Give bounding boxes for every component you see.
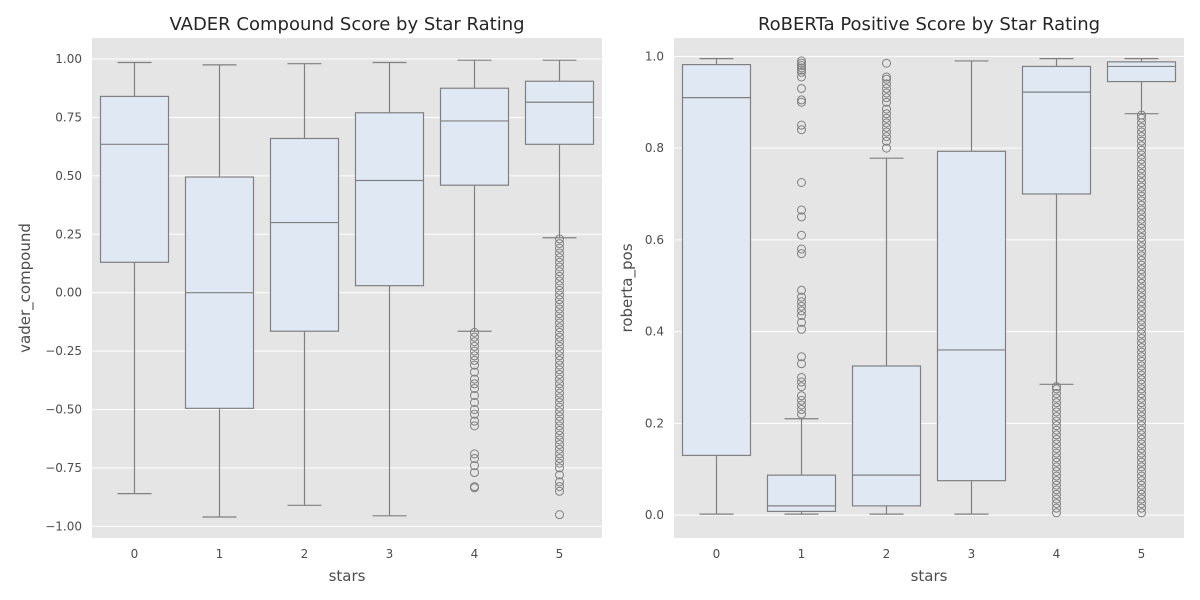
vader-y-tick-label: −1.00 <box>45 519 82 533</box>
vader-x-tick-label: 0 <box>131 547 139 561</box>
roberta-y-tick-label: 0.4 <box>645 325 664 339</box>
vader-y-tick-label: 0.75 <box>55 110 82 124</box>
roberta-y-tick-label: 1.0 <box>645 49 664 63</box>
roberta-box-0 <box>683 59 751 515</box>
roberta-y-tick-label: 0.0 <box>645 508 664 522</box>
panel-roberta: 0.0 0.2 0.4 0.6 0.8 1.0 0 1 2 3 4 5 RoBERTa Positi… <box>618 14 1184 585</box>
vader-chart-title: VADER Compound Score by Star Rating <box>169 14 524 35</box>
vader-y-tick-label: 0.50 <box>55 169 82 183</box>
panel-vader: −1.00 −0.75 −0.50 −0.25 0.00 0.25 0.50 0.75 1.00… <box>16 14 602 585</box>
roberta-x-axis-label: stars <box>911 567 948 585</box>
vader-y-tick-label: −0.25 <box>45 344 82 358</box>
vader-y-axis-label: vader_compound <box>16 223 35 353</box>
iqr-box <box>938 151 1006 480</box>
vader-y-tick-label: 0.25 <box>55 227 82 241</box>
roberta-y-ticks: 0.0 0.2 0.4 0.6 0.8 1.0 <box>645 49 664 522</box>
iqr-box <box>271 138 339 331</box>
vader-x-tick-label: 4 <box>471 547 479 561</box>
vader-x-tick-label: 3 <box>386 547 394 561</box>
roberta-y-tick-label: 0.8 <box>645 141 664 155</box>
roberta-x-tick-label: 1 <box>798 547 806 561</box>
vader-x-tick-label: 1 <box>216 547 224 561</box>
iqr-box <box>1108 62 1176 82</box>
vader-x-tick-label: 5 <box>556 547 564 561</box>
vader-y-tick-label: 1.00 <box>55 52 82 66</box>
roberta-x-tick-label: 5 <box>1138 547 1146 561</box>
roberta-x-tick-label: 0 <box>713 547 721 561</box>
iqr-box <box>101 96 169 262</box>
vader-y-tick-label: −0.50 <box>45 402 82 416</box>
vader-x-tick-label: 2 <box>301 547 309 561</box>
iqr-box <box>853 366 921 506</box>
roberta-y-axis-label: roberta_pos <box>618 243 637 332</box>
roberta-chart-title: RoBERTa Positive Score by Star Rating <box>758 14 1100 35</box>
iqr-box <box>441 88 509 185</box>
vader-y-tick-label: −0.75 <box>45 461 82 475</box>
roberta-x-tick-label: 3 <box>968 547 976 561</box>
vader-y-tick-label: 0.00 <box>55 286 82 300</box>
iqr-box <box>1023 66 1091 194</box>
iqr-box <box>356 113 424 286</box>
roberta-x-tick-label: 2 <box>883 547 891 561</box>
vader-y-ticks: −1.00 −0.75 −0.50 −0.25 0.00 0.25 0.50 0.75 1.00 <box>45 52 82 533</box>
iqr-box <box>683 65 751 456</box>
roberta-y-tick-label: 0.2 <box>645 416 664 430</box>
iqr-box <box>526 81 594 144</box>
roberta-x-ticks: 0 1 2 3 4 5 <box>713 547 1146 561</box>
roberta-x-tick-label: 4 <box>1053 547 1061 561</box>
roberta-y-tick-label: 0.6 <box>645 233 664 247</box>
vader-x-axis-label: stars <box>329 567 366 585</box>
vader-x-ticks: 0 1 2 3 4 5 <box>131 547 564 561</box>
